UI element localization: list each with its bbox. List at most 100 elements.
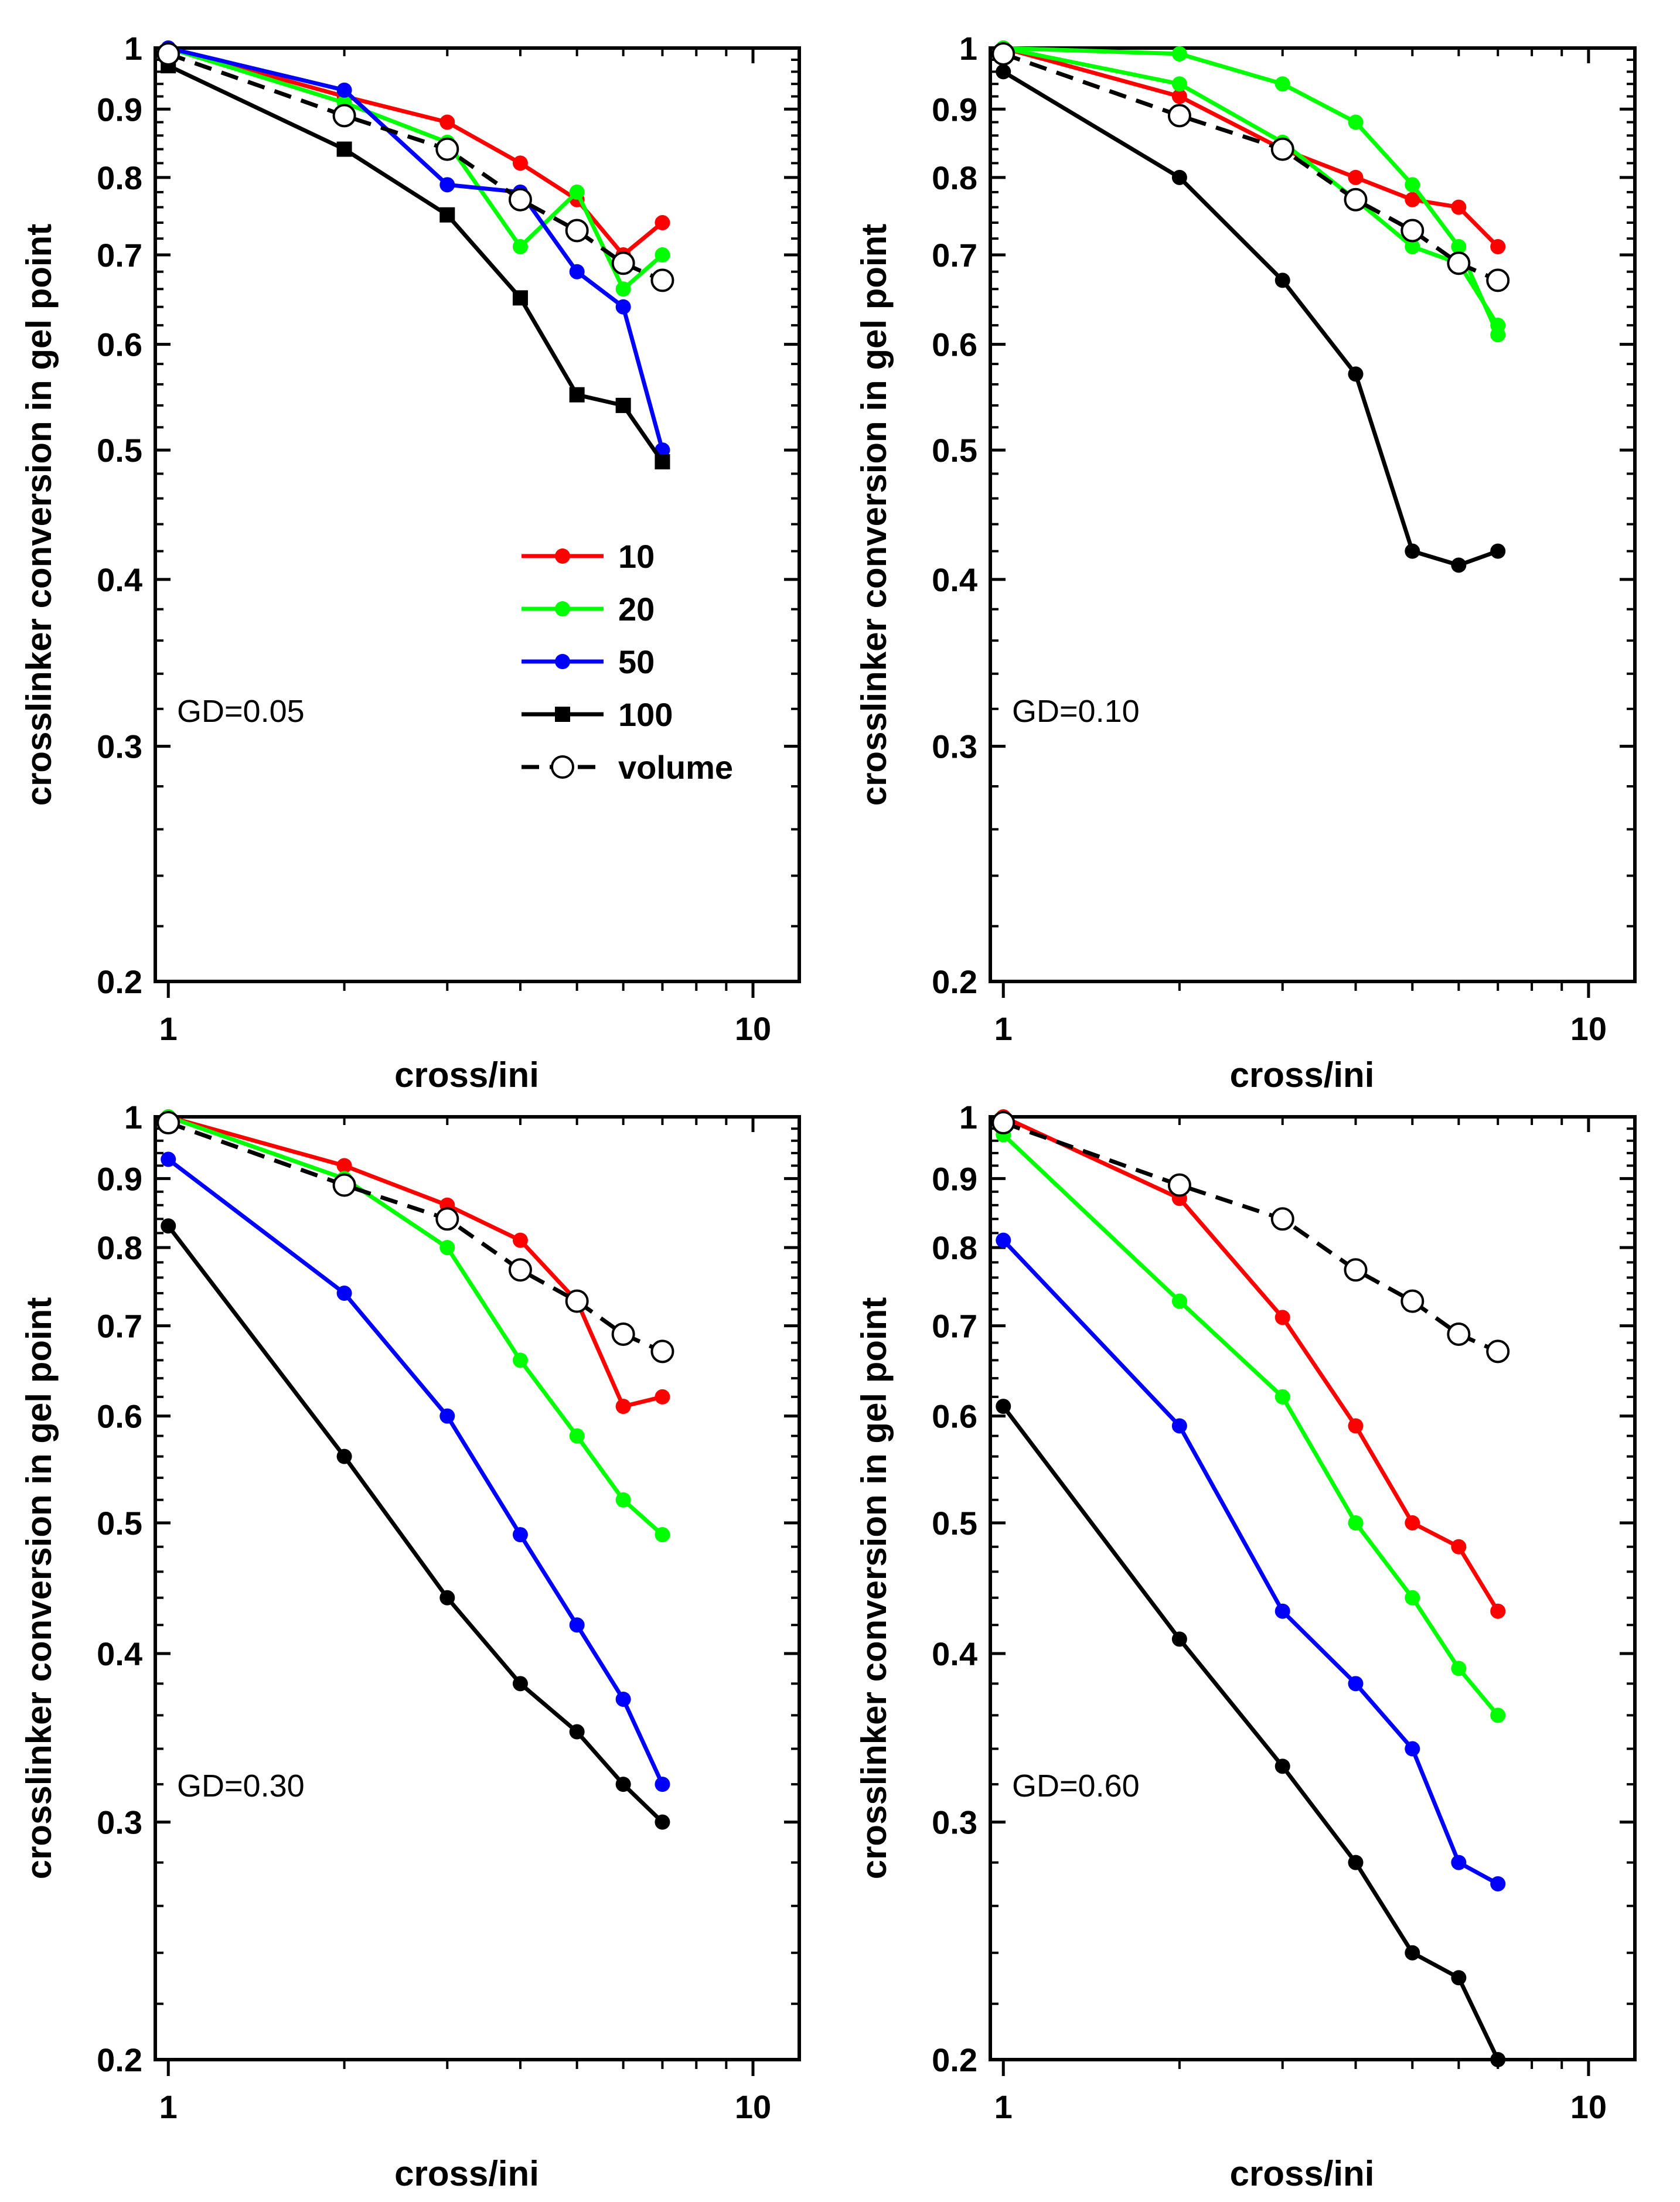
series-100: [161, 1218, 670, 1830]
y-tick-label: 0.9: [97, 91, 142, 128]
x-axis-label: cross/ini: [394, 1055, 539, 1095]
y-tick-label: 0.7: [97, 237, 142, 274]
data-point: [439, 114, 455, 130]
series-line-10: [168, 46, 664, 257]
series-100: [996, 1399, 1506, 2067]
y-tick-label: 0.7: [97, 1308, 142, 1345]
data-point: [615, 281, 631, 297]
data-point: [1490, 1707, 1506, 1723]
data-point: [991, 42, 1016, 66]
data-point: [336, 1286, 352, 1301]
data-point: [615, 1399, 631, 1414]
data-point: [1451, 199, 1467, 215]
data-point: [655, 215, 670, 231]
data-point: [508, 1258, 532, 1282]
series-20: [161, 1109, 670, 1543]
y-tick-label: 0.2: [932, 2041, 977, 2078]
data-point: [512, 290, 528, 306]
data-point: [1270, 137, 1294, 161]
data-point: [512, 1676, 528, 1692]
y-tick-label: 0.4: [932, 561, 977, 598]
series-20: [996, 1127, 1506, 1723]
data-point: [1490, 1876, 1506, 1891]
series-line-10: [1003, 46, 1500, 248]
series-line-50: [168, 46, 664, 451]
series-line-100: [1002, 70, 1499, 567]
data-point: [1344, 188, 1368, 212]
data-point: [1348, 1418, 1364, 1434]
data-point: [569, 184, 585, 200]
data-point: [650, 268, 674, 292]
y-tick-label: 0.5: [97, 1505, 142, 1542]
data-point: [512, 1232, 528, 1248]
series-100: [996, 64, 1506, 573]
x-tick-label: 10: [1570, 1010, 1607, 1047]
y-tick-label: 0.8: [97, 1229, 142, 1266]
data-point: [1405, 1945, 1420, 1961]
legend-label-20: 20: [618, 591, 655, 628]
chart-panel-4: 0.2 0.3 0.4 0.5 0.6 0.7 0.8 0.9 1 1 10 cross/ini cro…: [854, 1099, 1637, 2193]
y-tick-label: 0.3: [932, 728, 977, 765]
chart-panel-2: 0.2 0.3 0.4 0.5 0.6 0.7 0.8 0.9 1 1 10 cross/ini cro…: [854, 30, 1637, 1095]
series-volume: [156, 42, 674, 292]
data-point: [569, 264, 585, 279]
plot-frame: [154, 46, 801, 983]
data-point: [439, 1408, 455, 1424]
data-point: [611, 251, 635, 275]
plot-frame: [989, 1115, 1637, 2061]
data-point: [615, 1492, 631, 1508]
data-point: [1490, 2052, 1506, 2067]
y-tick-label: 0.8: [97, 159, 142, 196]
y-axis-label: crosslinker conversion in gel point: [19, 224, 59, 806]
data-point: [996, 64, 1011, 80]
series-50: [161, 40, 670, 458]
legend-label-100: 100: [618, 696, 673, 733]
data-point: [1275, 1310, 1290, 1325]
series-line-10: [168, 1114, 663, 1409]
y-tick-label: 0.4: [97, 561, 142, 598]
data-point: [1171, 1418, 1187, 1434]
series-20: [161, 40, 670, 297]
y-tick-label: 0.6: [932, 1398, 977, 1435]
data-point: [1490, 238, 1506, 254]
series-line-20: [1001, 1133, 1500, 1717]
plot-frame: [154, 1115, 801, 2061]
data-point: [1171, 76, 1187, 92]
gd-annotation: GD=0.60: [1012, 1768, 1140, 1804]
y-tick-label: 0.4: [932, 1635, 977, 1672]
data-point: [1348, 1855, 1364, 1870]
data-point: [1275, 76, 1290, 92]
y-tick-label: 0.6: [97, 1398, 142, 1435]
data-point: [161, 1218, 176, 1234]
x-tick-label: 10: [735, 2088, 771, 2125]
data-point: [1451, 1855, 1467, 1870]
y-tick-label: 0.7: [932, 1308, 977, 1345]
data-point: [996, 1399, 1011, 1414]
series-line-20: [168, 46, 664, 291]
x-tick-label: 10: [735, 1010, 771, 1047]
data-point: [512, 1352, 528, 1368]
y-tick-label: 0.2: [97, 963, 142, 1000]
data-point: [1348, 169, 1364, 185]
data-point: [156, 1111, 180, 1135]
data-point: [565, 219, 589, 243]
data-point: [1405, 1741, 1420, 1757]
data-point: [1405, 1590, 1420, 1606]
y-tick-label: 1: [124, 30, 142, 67]
data-point: [655, 1777, 670, 1792]
y-tick-label: 0.6: [97, 326, 142, 363]
series-line-50: [1003, 46, 1500, 336]
series-line-volume: [168, 52, 663, 282]
data-point: [156, 42, 180, 66]
legend-marker: [551, 755, 574, 779]
data-point: [439, 177, 455, 193]
y-tick-label: 1: [124, 1099, 142, 1136]
data-point: [435, 137, 459, 161]
y-tick-label: 0.5: [932, 1505, 977, 1542]
data-point: [1348, 1676, 1364, 1692]
data-point: [1405, 1515, 1420, 1531]
data-point: [1270, 1207, 1294, 1231]
data-point: [569, 1724, 585, 1740]
data-point: [1451, 1970, 1467, 1986]
data-point: [615, 299, 631, 315]
